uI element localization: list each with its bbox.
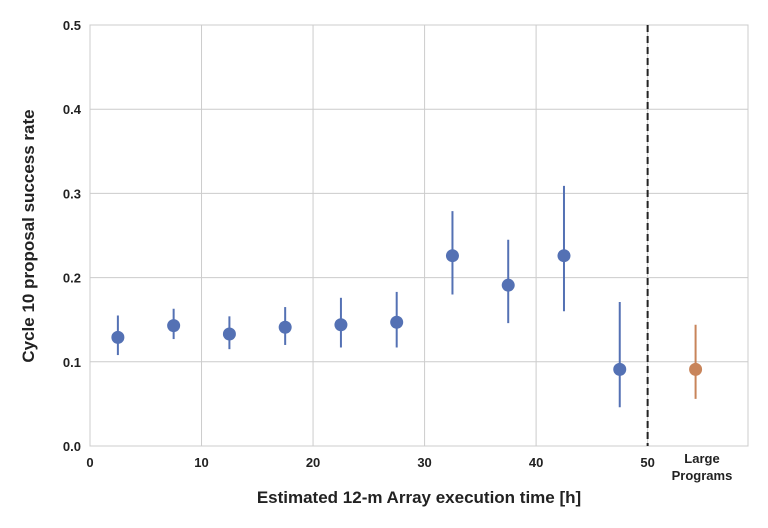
large-programs-label-line-1: Large bbox=[684, 451, 719, 466]
x-tick-label: 10 bbox=[194, 455, 208, 470]
y-axis-label: Cycle 10 proposal success rate bbox=[19, 109, 38, 362]
data-point bbox=[111, 330, 125, 344]
data-point bbox=[278, 320, 292, 334]
data-point bbox=[390, 315, 404, 329]
y-tick-label: 0.5 bbox=[63, 18, 81, 33]
x-tick-label: 0 bbox=[86, 455, 93, 470]
data-point bbox=[501, 278, 515, 292]
y-tick-label: 0.4 bbox=[63, 102, 82, 117]
y-tick-label: 0.3 bbox=[63, 186, 81, 201]
data-point bbox=[167, 319, 181, 333]
plot-frame bbox=[89, 24, 749, 447]
x-tick-label: 40 bbox=[529, 455, 543, 470]
y-tick-label: 0.2 bbox=[63, 271, 81, 286]
data-point bbox=[613, 362, 627, 376]
x-axis-label: Estimated 12-m Array execution time [h] bbox=[257, 488, 581, 507]
data-point bbox=[689, 362, 703, 376]
x-tick-labels: 0 10 20 30 40 50 bbox=[86, 455, 654, 470]
data-point bbox=[445, 249, 459, 263]
y-tick-label: 0.1 bbox=[63, 355, 81, 370]
y-tick-labels: 0.0 0.1 0.2 0.3 0.4 0.5 bbox=[63, 18, 82, 454]
data-point bbox=[334, 318, 348, 332]
data-point bbox=[222, 327, 236, 341]
data-point bbox=[557, 249, 571, 263]
grid-lines bbox=[90, 25, 748, 446]
x-tick-label: 50 bbox=[640, 455, 654, 470]
large-programs-label-line-2: Programs bbox=[672, 468, 733, 483]
y-tick-label: 0.0 bbox=[63, 439, 81, 454]
x-tick-label: 20 bbox=[306, 455, 320, 470]
data-points bbox=[111, 185, 703, 408]
x-tick-label: 30 bbox=[417, 455, 431, 470]
